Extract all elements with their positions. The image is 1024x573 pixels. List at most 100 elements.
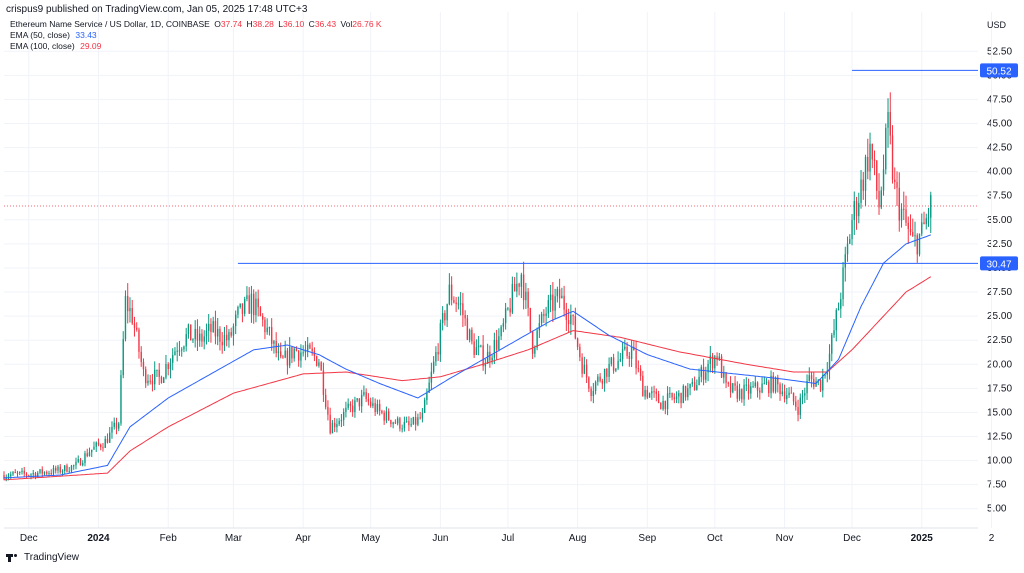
- candle-body: [50, 473, 52, 475]
- candle-body: [82, 463, 84, 466]
- candle-body: [507, 308, 509, 310]
- candle-body: [788, 392, 790, 396]
- tradingview-logo[interactable]: TradingView: [6, 552, 79, 563]
- candle-body: [592, 390, 595, 397]
- candle-body: [459, 303, 462, 305]
- candle-body: [288, 347, 291, 366]
- candle-body: [127, 295, 129, 312]
- candle-body: [711, 355, 714, 369]
- candle-body: [118, 423, 120, 429]
- candle-body: [176, 350, 178, 352]
- candle-body: [351, 405, 354, 413]
- candle-body: [95, 442, 97, 447]
- candle-body: [414, 417, 417, 425]
- candle-body: [136, 327, 138, 330]
- candle-body: [484, 363, 487, 367]
- candle-body: [347, 403, 349, 408]
- candle-body: [671, 393, 673, 398]
- y-tick-label: 17.50: [987, 383, 1012, 394]
- legend-symbol-row[interactable]: Ethereum Name Service / US Dollar, 1D, C…: [10, 19, 384, 30]
- candle-body: [480, 345, 482, 347]
- candle-body: [239, 303, 241, 308]
- candle-body: [923, 222, 925, 225]
- candle-body: [219, 328, 221, 342]
- candle-body: [156, 369, 158, 371]
- candle-body: [608, 364, 610, 377]
- candle-body: [765, 381, 768, 384]
- candle-body: [320, 362, 322, 371]
- candle-body: [284, 350, 286, 358]
- x-tick-label: Sep: [638, 533, 656, 544]
- candle-body: [318, 362, 320, 366]
- candle-body: [795, 401, 797, 407]
- candle-body: [367, 399, 370, 402]
- candle-body: [626, 346, 628, 357]
- candle-body: [331, 422, 334, 434]
- candle-body: [268, 327, 271, 329]
- candle-body: [810, 375, 813, 380]
- candle-body: [471, 329, 473, 342]
- candle-body: [565, 309, 568, 320]
- candle-body: [327, 407, 329, 415]
- candle-body: [819, 379, 822, 391]
- candle-body: [486, 351, 489, 364]
- candle-body: [475, 347, 478, 355]
- candle-body: [93, 446, 95, 450]
- candle-body: [842, 267, 844, 300]
- candle-body: [750, 386, 752, 394]
- legend-ema100-row[interactable]: EMA (100, close) 29.09: [10, 41, 384, 52]
- candle-body: [428, 382, 430, 393]
- candle-body: [7, 476, 10, 478]
- candle-body: [824, 374, 826, 376]
- candle-body: [181, 349, 183, 351]
- candle-body: [927, 217, 930, 219]
- candle-body: [894, 179, 896, 183]
- candle-body: [574, 316, 577, 339]
- legend-ema50-row[interactable]: EMA (50, close) 33.43: [10, 30, 384, 41]
- candle-body: [216, 328, 219, 337]
- y-tick-label: 22.50: [987, 335, 1012, 346]
- candle-body: [151, 380, 154, 385]
- candle-body: [734, 383, 736, 386]
- candle-body: [662, 400, 664, 410]
- candle-body: [210, 323, 212, 332]
- high-label: H: [246, 19, 253, 29]
- candle-body: [772, 375, 774, 392]
- candle-body: [684, 386, 687, 398]
- candle-body: [534, 347, 536, 354]
- candle-body: [34, 473, 37, 477]
- candle-body: [747, 384, 750, 394]
- y-tick-label: 40.00: [987, 167, 1012, 178]
- candle-body: [324, 394, 327, 408]
- candle-body: [907, 222, 909, 230]
- candle-body: [603, 368, 606, 384]
- candle-body: [264, 319, 266, 333]
- candle-body: [576, 338, 579, 347]
- candle-body: [774, 377, 777, 392]
- candle-body: [378, 403, 381, 411]
- candle-body: [491, 357, 493, 361]
- candle-body: [88, 452, 91, 457]
- candle-body: [707, 363, 709, 373]
- x-tick-label: Oct: [707, 533, 723, 544]
- candle-body: [840, 299, 842, 309]
- candle-body: [277, 351, 280, 354]
- candle-body: [549, 294, 552, 301]
- candle-body: [66, 465, 68, 472]
- candle-body: [421, 412, 424, 419]
- low-value: 36.10: [283, 19, 305, 29]
- candle-body: [783, 391, 786, 400]
- candle-body: [340, 420, 343, 422]
- candle-body: [104, 438, 106, 448]
- candle-body: [73, 465, 75, 467]
- candle-body: [439, 323, 442, 355]
- candle-body: [122, 339, 124, 376]
- volume-label: Vol: [340, 19, 353, 29]
- candle-body: [322, 370, 325, 395]
- candle-body: [914, 235, 916, 237]
- y-tick-label: 35.00: [987, 215, 1012, 226]
- candle-body: [833, 330, 835, 336]
- candle-body: [509, 308, 511, 313]
